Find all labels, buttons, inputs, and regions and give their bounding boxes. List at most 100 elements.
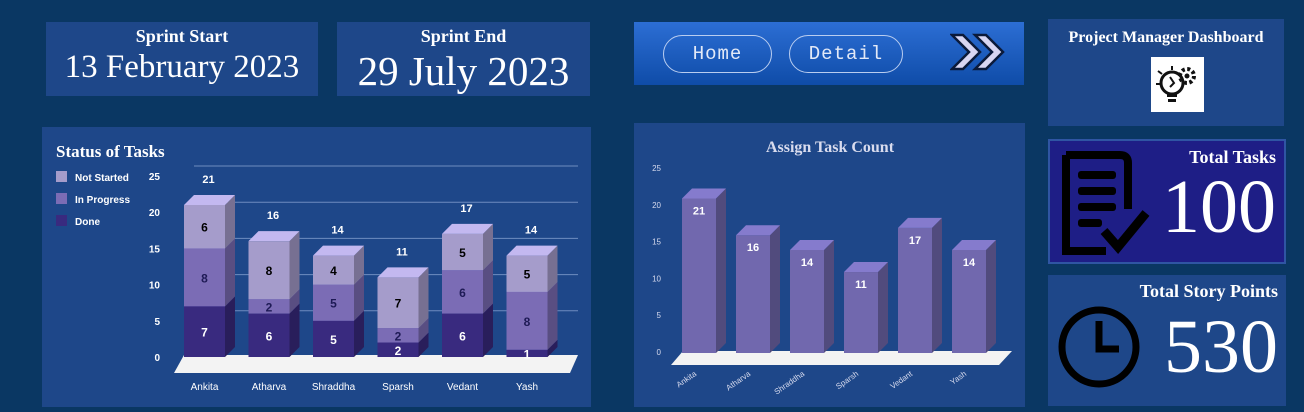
x-category-label: Shraddha bbox=[312, 382, 356, 393]
legend-swatch bbox=[56, 215, 67, 226]
y-tick-label: 10 bbox=[652, 274, 661, 283]
y-tick-label: 5 bbox=[154, 317, 160, 328]
total-tasks-title: Total Tasks bbox=[1189, 147, 1276, 167]
x-category-label: Ankita bbox=[191, 382, 219, 393]
segment-value-label: 5 bbox=[524, 268, 531, 282]
stack-segment bbox=[184, 296, 235, 357]
sprint-end-card: Sprint End 29 July 2023 bbox=[337, 22, 590, 96]
legend-label: Not Started bbox=[75, 173, 129, 184]
total-tasks-value: 100 bbox=[1162, 165, 1276, 249]
segment-value-label: 6 bbox=[459, 286, 466, 300]
clock-icon bbox=[1057, 305, 1141, 389]
bar-value-label: 21 bbox=[693, 205, 705, 217]
stack-segment bbox=[506, 245, 558, 292]
double-chevron-right-icon[interactable] bbox=[948, 33, 1008, 71]
assign-task-count-panel: Assign Task Count 0 5 10 15 20 25 21 Ankita 16 A… bbox=[634, 123, 1025, 407]
segment-value-label: 1 bbox=[524, 347, 531, 361]
assign-bar bbox=[952, 239, 996, 353]
segment-value-label: 5 bbox=[330, 333, 337, 347]
segment-value-label: 8 bbox=[201, 271, 208, 285]
assign-bar bbox=[790, 239, 834, 353]
y-tick-label: 0 bbox=[657, 348, 662, 357]
bar-total-label: 17 bbox=[460, 203, 472, 215]
legend-swatch bbox=[56, 193, 67, 204]
legend-label: In Progress bbox=[75, 195, 130, 206]
sprint-end-value: 29 July 2023 bbox=[357, 48, 570, 94]
segment-value-label: 6 bbox=[201, 221, 208, 235]
y-tick-label: 5 bbox=[657, 311, 662, 320]
chart-title: Assign Task Count bbox=[766, 139, 895, 156]
segment-value-label: 8 bbox=[266, 264, 273, 278]
bar-value-label: 14 bbox=[801, 257, 814, 269]
legend-swatch bbox=[56, 171, 67, 182]
story-points-value: 530 bbox=[1164, 305, 1278, 389]
story-points-title: Total Story Points bbox=[1139, 281, 1278, 301]
stack-segment bbox=[184, 194, 235, 249]
dashboard-header-card: Project Manager Dashboard bbox=[1048, 19, 1284, 126]
chart-floor bbox=[174, 355, 578, 373]
y-tick-label: 20 bbox=[149, 208, 161, 219]
bar-total-label: 14 bbox=[525, 225, 538, 237]
y-tick-label: 15 bbox=[149, 244, 161, 255]
chart-floor bbox=[671, 351, 1012, 365]
x-category-label: Ankita bbox=[675, 369, 699, 389]
assign-bar bbox=[682, 188, 726, 353]
y-tick-label: 15 bbox=[652, 238, 661, 247]
x-category-label: Yash bbox=[516, 382, 538, 393]
segment-value-label: 6 bbox=[459, 329, 466, 343]
legend-label: Done bbox=[75, 217, 100, 228]
sprint-end-title: Sprint End bbox=[420, 26, 507, 46]
detail-button[interactable]: Detail bbox=[789, 35, 903, 73]
segment-value-label: 5 bbox=[330, 297, 337, 311]
segment-value-label: 5 bbox=[459, 246, 466, 260]
y-tick-label: 0 bbox=[154, 353, 160, 364]
sprint-start-title: Sprint Start bbox=[135, 26, 229, 46]
x-category-label: Atharva bbox=[724, 369, 752, 393]
assign-bar bbox=[736, 225, 780, 353]
stack-segment bbox=[506, 281, 558, 350]
segment-value-label: 2 bbox=[266, 300, 273, 314]
stack-segment bbox=[442, 223, 493, 271]
chart-title: Status of Tasks bbox=[56, 142, 165, 161]
segment-value-label: 2 bbox=[395, 344, 402, 358]
x-category-label: Sparsh bbox=[834, 369, 860, 391]
segment-value-label: 7 bbox=[395, 297, 402, 311]
lightbulb-gear-icon bbox=[1151, 57, 1204, 112]
x-category-label: Vedant bbox=[889, 369, 915, 391]
document-check-icon bbox=[1058, 151, 1150, 259]
bar-value-label: 17 bbox=[909, 235, 921, 247]
segment-value-label: 4 bbox=[330, 264, 337, 278]
segment-value-label: 2 bbox=[395, 329, 402, 343]
y-tick-label: 25 bbox=[149, 172, 161, 183]
segment-value-label: 6 bbox=[266, 329, 273, 343]
x-category-label: Yash bbox=[949, 369, 969, 386]
x-category-label: Vedant bbox=[447, 382, 478, 393]
bar-total-label: 11 bbox=[396, 246, 408, 258]
stack-segment bbox=[377, 267, 429, 329]
stack-segment bbox=[248, 231, 300, 300]
y-tick-label: 10 bbox=[149, 281, 161, 292]
bar-value-label: 14 bbox=[963, 257, 976, 269]
story-points-card: Total Story Points 530 bbox=[1048, 275, 1286, 406]
bar-value-label: 11 bbox=[855, 279, 867, 291]
bar-total-label: 14 bbox=[331, 225, 344, 237]
status-of-tasks-chart: Status of Tasks Not Started In Progress Do… bbox=[56, 142, 578, 393]
y-tick-label: 25 bbox=[652, 164, 661, 173]
status-of-tasks-panel: Status of Tasks Not Started In Progress Do… bbox=[42, 127, 591, 407]
assign-task-count-chart: Assign Task Count 0 5 10 15 20 25 21 Ankita 16 A… bbox=[652, 139, 1012, 397]
segment-value-label: 7 bbox=[201, 326, 208, 340]
dashboard-title: Project Manager Dashboard bbox=[1068, 29, 1264, 46]
x-category-label: Atharva bbox=[252, 382, 287, 393]
segment-value-label: 8 bbox=[524, 315, 531, 329]
total-tasks-card: Total Tasks 100 bbox=[1048, 139, 1286, 264]
bar-value-label: 16 bbox=[747, 242, 759, 254]
x-category-label: Shraddha bbox=[773, 369, 807, 397]
x-category-label: Sparsh bbox=[382, 382, 414, 393]
y-tick-label: 20 bbox=[652, 201, 661, 210]
nav-bar: Home Detail bbox=[634, 22, 1024, 85]
bar-total-label: 16 bbox=[267, 210, 279, 222]
stack-segment bbox=[184, 238, 235, 307]
assign-bar bbox=[898, 217, 942, 353]
home-button[interactable]: Home bbox=[663, 35, 772, 73]
bar-total-label: 21 bbox=[202, 174, 214, 186]
